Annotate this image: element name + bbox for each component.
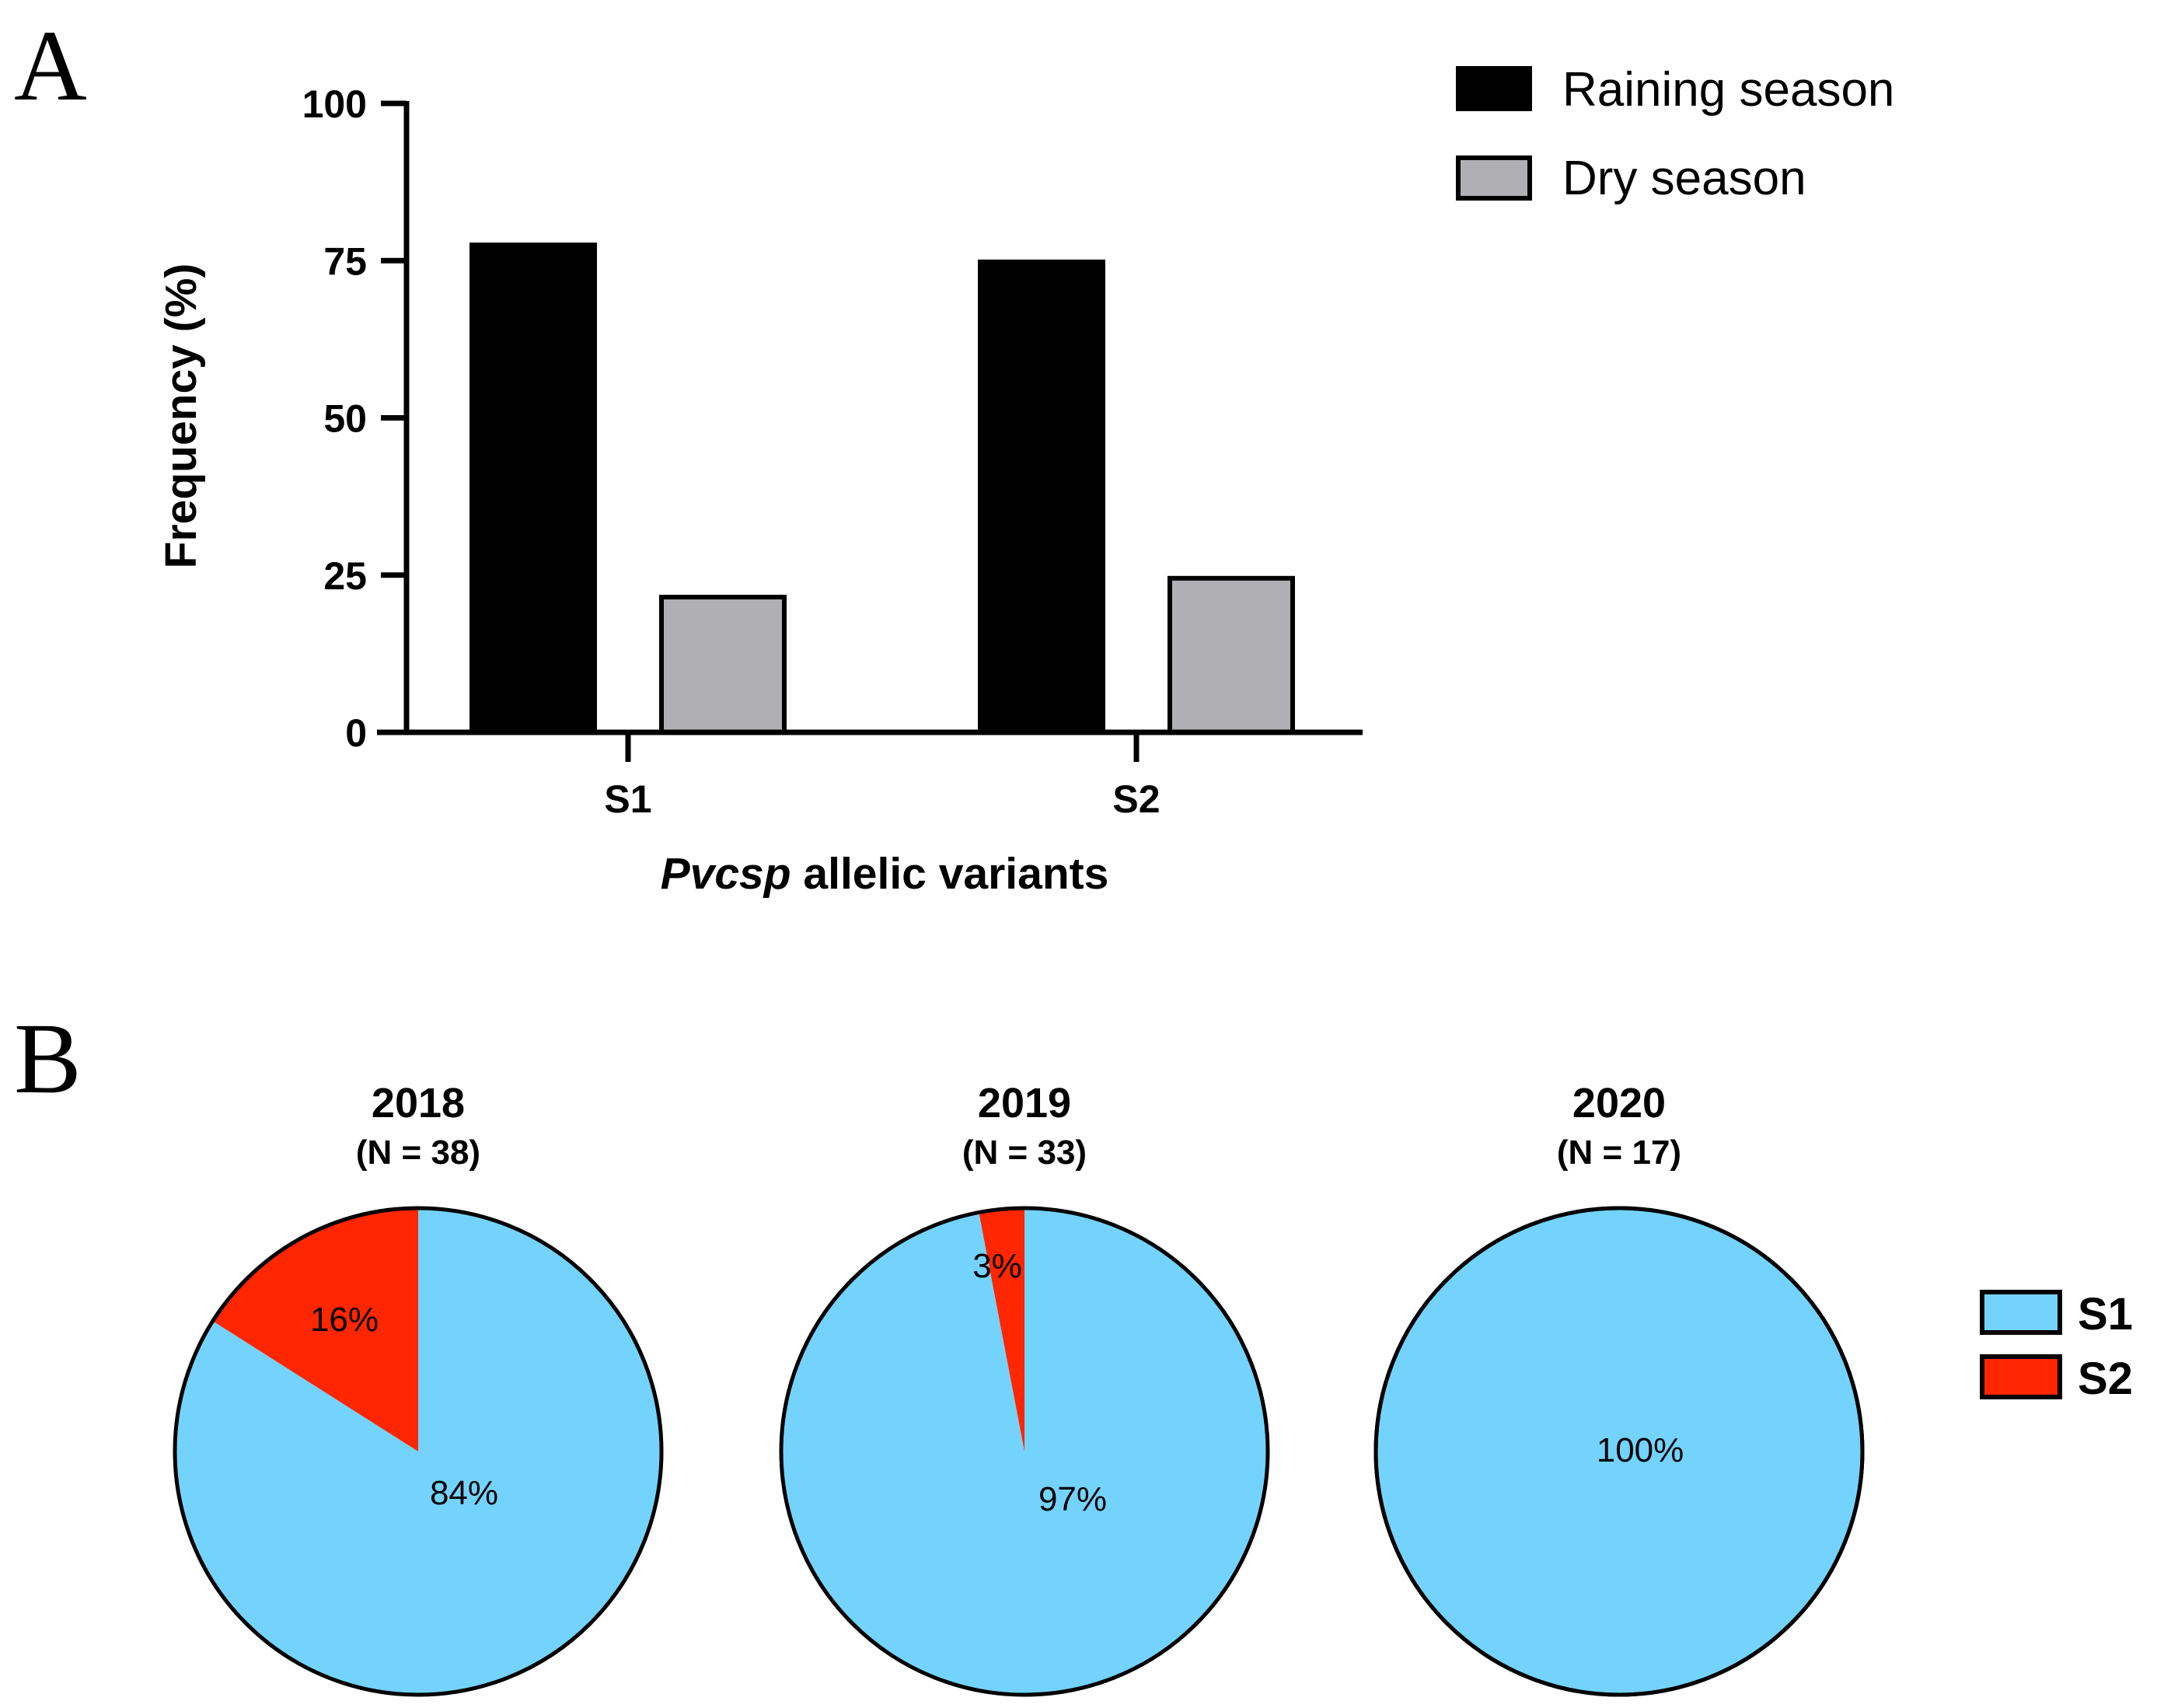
legend-swatch-dry	[1456, 155, 1532, 201]
panel-a: A 0 25 50 75 100 S1 S2 Frequency (%) Pvcsp al…	[14, 10, 1894, 899]
x-axis-title-rest: allelic variants	[791, 849, 1109, 899]
x-tick-label: S1	[604, 777, 651, 821]
pie-subtitle-2020: (N = 17)	[1557, 1133, 1681, 1172]
y-ticks: 0 25 50 75 100	[302, 82, 407, 755]
legend-label-s1: S1	[2078, 1289, 2133, 1340]
legend-swatch-raining	[1456, 66, 1532, 111]
pie-slice-label-s1: 100%	[1597, 1431, 1684, 1469]
y-tick-label: 25	[323, 554, 367, 598]
panel-label-a: A	[14, 10, 87, 122]
legend-swatch-s2	[1980, 1354, 2062, 1399]
panel-b: B 2018 (N = 38) 84% 16% 2019 (N = 33) 97%…	[14, 1003, 2133, 1697]
pie-2018: 2018 (N = 38) 84% 16%	[173, 1080, 664, 1697]
bar-raining-season-s1	[469, 243, 597, 735]
bar-group	[469, 243, 1295, 735]
pie-title-2019: 2019	[978, 1080, 1071, 1126]
pie-outline	[779, 1206, 1270, 1697]
legend-b: S1 S2	[1980, 1289, 2133, 1404]
bar-raining-season-s2	[978, 259, 1105, 735]
y-axis-title: Frequency (%)	[156, 264, 206, 569]
legend-a: Raining season Dry season	[1456, 63, 1894, 205]
legend-label-dry: Dry season	[1562, 152, 1806, 205]
pie-slice-s2	[979, 1208, 1024, 1451]
pie-slice-label-s1: 84%	[430, 1474, 498, 1512]
x-tick-label: S2	[1112, 777, 1160, 821]
pie-slice-label-s1: 97%	[1038, 1480, 1107, 1518]
x-ticks: S1 S2	[604, 732, 1161, 821]
pie-outline	[1373, 1206, 1865, 1697]
legend-label-raining: Raining season	[1562, 63, 1894, 117]
panel-label-b: B	[14, 1003, 82, 1115]
legend-swatch-s1	[1980, 1290, 2062, 1335]
legend-label-s2: S2	[2078, 1353, 2133, 1404]
pie-title-2020: 2020	[1572, 1080, 1666, 1126]
x-axis-title: Pvcsp allelic variants	[661, 849, 1109, 899]
pie-2019: 2019 (N = 33) 97% 3%	[779, 1080, 1270, 1697]
pie-outline	[173, 1206, 664, 1697]
y-tick-label: 50	[323, 397, 367, 441]
y-tick-label: 0	[345, 711, 367, 755]
bar-dry-season-s2	[1168, 575, 1295, 735]
pie-2020: 2020 (N = 17) 100%	[1373, 1080, 1865, 1697]
bar-dry-season-s1	[659, 595, 787, 735]
pie-slice-s2	[212, 1208, 418, 1451]
pie-slice-s1	[780, 1208, 1268, 1695]
pie-subtitle-2018: (N = 38)	[356, 1133, 480, 1172]
y-tick-label: 75	[323, 239, 367, 283]
pie-slice-label-s2: 16%	[310, 1301, 379, 1339]
pie-title-2018: 2018	[372, 1080, 465, 1126]
x-axis-title-italic: Pvcsp	[661, 849, 791, 899]
y-tick-label: 100	[302, 82, 367, 126]
pie-slice-label-s2: 3%	[972, 1247, 1022, 1285]
pie-subtitle-2019: (N = 33)	[962, 1133, 1087, 1172]
